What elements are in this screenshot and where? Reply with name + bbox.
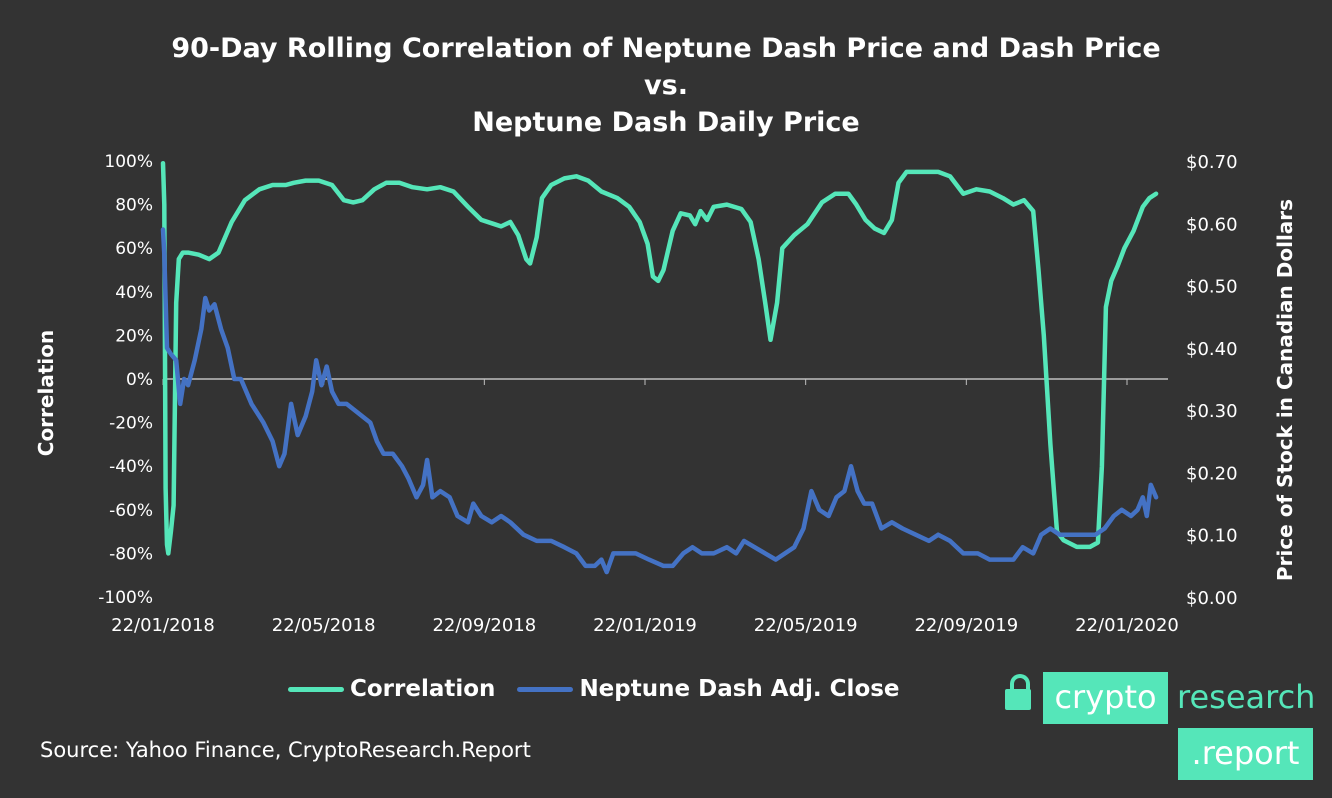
logo-report: .report	[1178, 728, 1313, 780]
logo-research: research	[1177, 678, 1316, 716]
legend-label-price: Neptune Dash Adj. Close	[579, 676, 900, 702]
title-line-2: vs.	[644, 70, 688, 101]
y2-tick-label: $0.10	[1186, 526, 1238, 547]
title-line-1: 90-Day Rolling Correlation of Neptune Da…	[171, 33, 1161, 64]
y2-tick-label: $0.50	[1186, 277, 1238, 298]
series-line-price	[160, 227, 1159, 575]
x-tick-label: 22/01/2020	[1075, 615, 1179, 636]
series-line-correlation	[160, 160, 1159, 556]
x-tick-label: 22/05/2019	[754, 615, 858, 636]
legend-item-correlation: Correlation	[288, 676, 495, 702]
legend-swatch-correlation	[288, 686, 344, 692]
x-tick-label: 22/09/2018	[432, 615, 536, 636]
y-tick-label: -60%	[109, 501, 153, 521]
y-tick-label: 0%	[126, 370, 153, 390]
y2-tick-label: $0.30	[1186, 401, 1238, 422]
legend: Correlation Neptune Dash Adj. Close	[288, 674, 922, 704]
y-axis-label: Correlation	[34, 330, 58, 456]
chart-title: 90-Day Rolling Correlation of Neptune Da…	[0, 30, 1332, 141]
x-tick-label: 22/09/2019	[914, 615, 1018, 636]
source-note: Source: Yahoo Finance, CryptoResearch.Re…	[40, 738, 531, 762]
x-tick-label: 22/05/2018	[272, 615, 376, 636]
y-tick-label: 80%	[115, 196, 153, 216]
x-tick-label: 22/01/2018	[111, 615, 215, 636]
y2-tick-label: $0.70	[1186, 152, 1238, 173]
legend-label-correlation: Correlation	[350, 676, 496, 702]
legend-item-price: Neptune Dash Adj. Close	[517, 676, 900, 702]
y2-tick-label: $0.20	[1186, 463, 1238, 484]
y-tick-label: -100%	[98, 588, 153, 608]
y2-tick-label: $0.40	[1186, 339, 1238, 360]
x-tick-label: 22/01/2019	[593, 615, 697, 636]
brand-logo: crypto research .report	[1003, 670, 1323, 790]
y-tick-label: -20%	[109, 414, 153, 434]
y2-tick-label: $0.00	[1186, 588, 1238, 609]
lock-icon	[1005, 674, 1031, 712]
y2-axis-label: Price of Stock in Canadian Dollars	[1273, 199, 1297, 581]
y-tick-label: 40%	[115, 283, 153, 303]
legend-swatch-price	[517, 686, 574, 692]
logo-crypto: crypto	[1043, 672, 1168, 724]
y-tick-label: -40%	[109, 457, 153, 477]
y-tick-label: 60%	[115, 239, 153, 259]
y2-tick-label: $0.60	[1186, 214, 1238, 235]
y-tick-label: -80%	[109, 544, 153, 564]
y-tick-label: 20%	[115, 326, 153, 346]
title-line-3: Neptune Dash Daily Price	[472, 107, 860, 138]
y-tick-label: 100%	[104, 152, 153, 172]
